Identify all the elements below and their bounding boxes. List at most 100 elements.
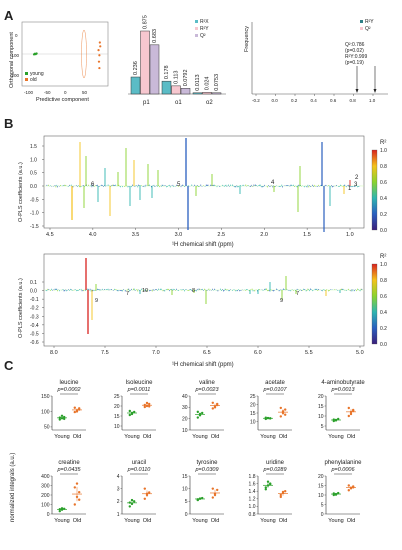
bar-cat-p1: p1: [143, 100, 150, 106]
bar-o1-0: [161, 80, 172, 95]
spec2-ytick-label: -0.1: [30, 297, 39, 303]
spec1-xtick-label: 4.5: [46, 232, 54, 238]
dotplot-ytick-label: 20: [318, 394, 324, 400]
dotplot-point-young: [201, 496, 204, 500]
dotplot-point-young: [128, 501, 131, 504]
dotplot-ytick-label: 10: [318, 414, 324, 420]
perm-xtick-label: 0.8: [350, 98, 357, 103]
dotplot-title: uracil: [132, 460, 146, 466]
dotplot-ylabel: normalized integrals (a.u.): [10, 453, 16, 522]
spec2-ytick-label: -0.5: [30, 331, 39, 337]
dotplot-point-young: [60, 417, 64, 420]
dotplot-point-old: [78, 408, 81, 411]
dotplot-ytick-label: 20: [114, 404, 120, 410]
dotplot-title: valine: [199, 380, 215, 386]
dotplot-point-young: [130, 498, 134, 502]
legend-old-label: old: [30, 77, 37, 83]
dotplot-point-young: [332, 492, 335, 495]
bar-value-label: 0.0792: [183, 69, 189, 86]
scatter-xlabel: Predictive component: [36, 97, 89, 103]
dotplot-ytick-label: 0.8: [249, 512, 256, 518]
colorbar-tick-label: 0.0: [380, 342, 387, 348]
perm-xtick-label: 0.4: [311, 98, 318, 103]
dotplot-pvalue: p=0.0011: [127, 387, 151, 393]
dotplot-point-young: [266, 416, 270, 420]
bar-legend-r2y: R²Y: [200, 26, 209, 32]
bar-o2-1: [202, 92, 212, 95]
dotplot-group-old: Old: [143, 434, 152, 440]
bar-o2-2: [211, 92, 222, 95]
dotplot-ytick-label: 100: [41, 409, 50, 415]
bar-value-label: 0.875: [143, 15, 149, 29]
dotplot-point-young: [128, 505, 131, 508]
dotplot-group-young: Young: [192, 434, 207, 440]
spec2-ytick-label: -0.6: [30, 340, 39, 346]
spec2-xtick-label: 5.5: [305, 350, 313, 356]
dotplot-point-young: [264, 488, 267, 491]
dotplot-point-young: [128, 413, 131, 417]
perm-xtick-label: 0.0: [272, 98, 279, 103]
dotplot-pvalue: p=0.0289: [262, 467, 286, 473]
spec2-peak-9a: 9: [95, 298, 98, 304]
dotplot-point-old: [148, 405, 151, 408]
bar-o2-0: [192, 92, 203, 95]
perm-ylabel: Frequency: [244, 26, 250, 52]
perm-xtick-label: 0.2: [291, 98, 298, 103]
dotplot-ytick-label: 10: [250, 419, 256, 425]
dotplot-point-old: [281, 490, 285, 494]
dotplot-point-old: [73, 503, 77, 506]
spec1-ytick-label: 0.0: [30, 184, 37, 190]
dotplot-ytick-label: 5: [321, 424, 324, 430]
dotplot-pvalue: p=0.0309: [194, 467, 218, 473]
spec1-peak-3: 3: [354, 182, 358, 188]
dotplot-point-old: [145, 401, 149, 405]
spec1-ylabel: O-PLS coefficients (a.u.): [18, 162, 24, 222]
spec2-ylabel: O-PLS coefficients (a.u.): [18, 278, 24, 338]
spec2-peak-8: 8: [192, 288, 195, 294]
scatter-point-old: [97, 49, 100, 52]
dotplot-point-young: [60, 414, 64, 417]
dotplot-point-old: [347, 414, 350, 418]
bar-legend-r2x: R²X: [200, 19, 209, 25]
dotplot-title: Isoleucine: [125, 380, 153, 386]
opls-spectrum-aromatic: 0.1 0.0 -0.1 -0.2 -0.3 -0.4 -0.5 -0.6 8.0 7.5 7.0…: [18, 253, 387, 368]
dotplot-ytick-label: 20: [250, 402, 256, 408]
dotplot-group-old: Old: [143, 518, 152, 524]
panel-label-b: B: [4, 116, 13, 131]
bar-legend-r2y-swatch: [195, 27, 198, 30]
bar-value-label: 0.0113: [195, 74, 201, 90]
bar-legend-q2-swatch: [195, 34, 198, 37]
perm-legend-q2: Q²: [365, 26, 371, 32]
dotplot-ytick-label: 1.4: [249, 489, 256, 495]
dotplot-pvalue: p=0.0110: [127, 467, 152, 473]
dotplot-point-young: [60, 507, 64, 510]
dotplot-point-young: [198, 497, 202, 500]
dotplot-ytick-label: 1.8: [249, 474, 256, 480]
scatter-point-old: [98, 66, 101, 70]
scatter-xtick-0: -100: [24, 90, 34, 95]
score-scatter-plot: Orthogonal component Predictive componen…: [9, 21, 109, 103]
spec1-xtick-label: 1.0: [346, 232, 354, 238]
scatter-ytick-2: -200: [10, 73, 20, 78]
perm-annot-r2y-p: (p=0.19): [345, 60, 364, 66]
dotplot-point-young: [332, 418, 335, 421]
dotplot-point-old: [349, 486, 353, 489]
colorbar-tick-label: 0.6: [380, 180, 387, 186]
panel-label-a: A: [4, 8, 14, 23]
spec2-colorbar-title: R²: [380, 254, 386, 260]
scatter-xtick-1: -50: [44, 90, 51, 95]
spec1-xtick-label: 3.5: [132, 232, 140, 238]
spec1-peak-4: 4: [271, 180, 275, 186]
dotplot-ytick-label: 150: [41, 394, 50, 400]
dotplot-point-young: [334, 419, 338, 422]
dotplot-point-old: [279, 406, 282, 410]
colorbar-tick-label: 0.2: [380, 212, 387, 218]
spec2-peak-7a: 7: [126, 291, 129, 297]
dotplot-point-young: [133, 410, 136, 414]
dotplot-ytick-label: 0: [185, 512, 188, 518]
